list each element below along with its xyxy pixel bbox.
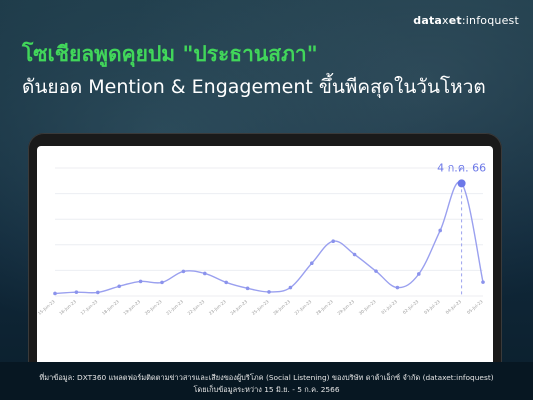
x-tick-label: 22-Jun-23 <box>187 299 206 316</box>
data-point <box>438 229 442 233</box>
data-point <box>203 272 207 276</box>
line-chart: 4 ก.ค. 66 15-Jun-23 16-Jun-23 17-Jun-23 18-J… <box>37 146 493 382</box>
x-tick-label: 16-Jun-23 <box>58 299 77 316</box>
x-tick-label: 29-Jun-23 <box>336 299 355 316</box>
x-tick-label: 03-Jul-23 <box>423 299 441 315</box>
data-point <box>481 280 485 284</box>
date-range-note: โดยเก็บข้อมูลระหว่าง 15 มิ.ย. - 5 ก.ค. 2… <box>0 384 533 396</box>
data-point <box>246 287 250 291</box>
data-point <box>182 270 186 274</box>
data-point <box>224 281 228 285</box>
data-point <box>117 284 121 288</box>
x-tick-label: 05-Jul-23 <box>466 299 484 315</box>
x-tick-label: 24-Jun-23 <box>229 299 248 316</box>
x-tick-label: 04-Jul-23 <box>444 299 462 315</box>
data-point <box>53 292 57 296</box>
series-line <box>55 182 483 293</box>
x-tick-label: 18-Jun-23 <box>101 299 120 316</box>
x-tick-label: 28-Jun-23 <box>315 299 334 316</box>
x-tick-label: 30-Jun-23 <box>358 299 377 316</box>
data-point <box>374 269 378 273</box>
data-point <box>289 286 293 290</box>
data-point <box>417 272 421 276</box>
data-point <box>75 290 79 294</box>
data-point <box>139 280 143 284</box>
peak-label: 4 ก.ค. 66 <box>437 161 486 174</box>
x-tick-label: 21-Jun-23 <box>165 299 184 316</box>
source-note: ที่มาข้อมูล: DXT360 แพลตฟอร์มติดตามข่าวส… <box>0 372 533 384</box>
tablet-screen: 4 ก.ค. 66 15-Jun-23 16-Jun-23 17-Jun-23 18-J… <box>37 146 493 382</box>
x-tick-label: 15-Jun-23 <box>37 299 56 316</box>
data-point <box>396 286 400 290</box>
data-point <box>160 281 164 285</box>
data-point <box>353 253 357 257</box>
x-tick-label: 01-Jul-23 <box>380 299 398 315</box>
x-tick-label: 20-Jun-23 <box>144 299 163 316</box>
x-tick-label: 23-Jun-23 <box>208 299 227 316</box>
data-point <box>310 261 314 265</box>
data-point <box>331 239 335 243</box>
x-tick-label: 17-Jun-23 <box>80 299 99 316</box>
x-tick-label: 02-Jul-23 <box>402 299 420 315</box>
x-tick-label: 26-Jun-23 <box>272 299 291 316</box>
x-tick-label: 19-Jun-23 <box>122 299 141 316</box>
x-tick-label: 25-Jun-23 <box>251 299 270 316</box>
x-tick-label: 27-Jun-23 <box>294 299 313 316</box>
data-point <box>96 291 100 295</box>
headline-line-1: โซเชียลพูดคุยปม "ประธานสภา" <box>22 40 522 68</box>
headline-line-2: ดันยอด Mention & Engagement ขึ้นพีคสุดใน… <box>22 74 527 100</box>
data-point <box>267 290 271 294</box>
peak-point <box>458 179 466 187</box>
brand-logo: dataxet:infoquest <box>413 14 519 27</box>
